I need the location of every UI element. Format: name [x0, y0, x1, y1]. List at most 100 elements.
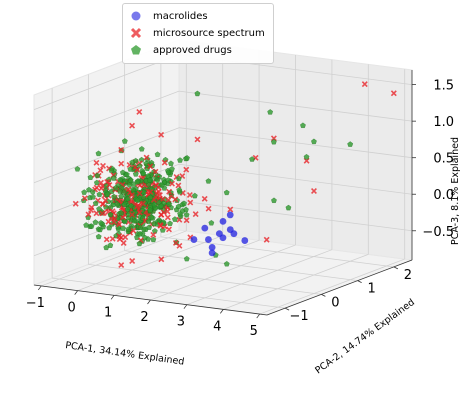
point-macrolides	[208, 249, 216, 257]
cloud-point-approved	[136, 163, 143, 169]
cloud-point-approved	[130, 186, 136, 193]
cloud-point-approved	[167, 220, 173, 226]
cloud-point-microsource	[134, 203, 140, 210]
cloud-point-approved	[176, 175, 182, 182]
cloud-point-approved	[88, 223, 95, 229]
legend-label: macrolides	[153, 10, 208, 22]
x-tick-mark	[256, 313, 261, 319]
cloud-point-approved	[132, 171, 139, 177]
z-tick-label: 1.5	[433, 79, 454, 94]
cloud-point-microsource	[166, 188, 173, 195]
point-approved-drugs	[125, 226, 132, 232]
point-macrolides	[219, 234, 227, 242]
cloud-point-microsource	[186, 192, 193, 198]
cloud-point-approved	[127, 166, 134, 172]
cloud-point-approved	[175, 203, 182, 210]
legend-marker-circle	[129, 9, 143, 23]
point-approved-drugs	[267, 109, 273, 115]
grid-line	[150, 244, 296, 301]
cloud-point-approved	[107, 211, 114, 218]
cloud-point-approved	[97, 226, 103, 233]
legend-label: approved drugs	[153, 44, 232, 56]
point-approved-drugs	[223, 189, 230, 196]
x-axis-label: PCA-1, 34.14% Explained	[65, 340, 185, 368]
grid-line	[259, 258, 405, 315]
point-microsource-spectrum	[129, 122, 136, 129]
point-microsource-spectrum	[118, 234, 125, 241]
point-microsource-spectrum	[194, 136, 201, 143]
cloud-point-approved	[181, 200, 187, 206]
cloud-point-approved	[111, 193, 117, 200]
point-microsource-spectrum	[270, 135, 277, 142]
point-microsource-spectrum	[129, 258, 136, 264]
cloud-point-microsource	[157, 222, 164, 229]
legend-item-microsource-spectrum: microsource spectrum	[129, 26, 265, 40]
point-microsource-spectrum	[172, 239, 179, 246]
point-microsource-spectrum	[161, 159, 168, 166]
z-tick-label: −0.5	[422, 225, 454, 240]
grid-line	[178, 90, 413, 122]
point-microsource-spectrum	[201, 195, 208, 202]
point-microsource-spectrum	[147, 163, 154, 170]
cloud-point-approved	[74, 166, 81, 172]
grid-line	[124, 250, 358, 282]
cloud-point-approved	[127, 177, 134, 183]
point-microsource-spectrum	[147, 189, 154, 195]
point-approved-drugs	[183, 211, 190, 218]
x-tick-label: 1	[104, 305, 112, 320]
cloud-point-microsource	[134, 166, 141, 173]
point-approved-drugs	[136, 240, 143, 247]
point-approved-drugs	[169, 166, 175, 172]
point-approved-drugs	[223, 261, 230, 267]
cloud-point-microsource	[175, 182, 182, 189]
grid-line	[186, 249, 333, 306]
point-approved-drugs	[92, 200, 99, 206]
cloud-point-microsource	[165, 197, 172, 204]
cloud-point-approved	[154, 151, 161, 157]
y-tick-label: 2	[404, 268, 412, 283]
cloud-point-microsource	[166, 226, 172, 233]
cloud-point-approved	[137, 224, 144, 230]
cloud-point-microsource	[172, 196, 179, 203]
cloud-point-approved	[98, 220, 104, 226]
cloud-point-microsource	[128, 192, 135, 199]
cloud-point-microsource	[118, 160, 125, 167]
y-axis-ticks: −1 0 1 2	[284, 266, 412, 324]
cloud-point-approved	[151, 201, 158, 208]
point-approved-drugs	[347, 141, 354, 147]
cloud-point-microsource	[136, 209, 143, 216]
point-microsource-spectrum	[100, 201, 106, 208]
point-approved-drugs	[194, 90, 201, 97]
cloud-point-approved	[124, 206, 131, 212]
point-macrolides	[201, 224, 209, 232]
cloud-point-approved	[95, 233, 102, 240]
cloud-point-approved	[140, 170, 147, 176]
cloud-point-microsource	[85, 211, 92, 218]
grid-line	[33, 90, 180, 147]
cloud-point-approved	[83, 222, 89, 228]
x-tick-mark	[110, 295, 115, 300]
point-approved-drugs	[154, 177, 161, 183]
y-axis-label: PCA-2, 14.74% Explained	[313, 297, 417, 376]
x-tick-mark	[219, 309, 224, 314]
point-approved-drugs	[147, 194, 154, 200]
z-tick-label: 0.5	[433, 152, 454, 167]
cloud-point-microsource	[98, 179, 104, 186]
x-tick-label: 5	[250, 324, 258, 339]
cloud-point-approved	[106, 224, 113, 231]
cloud-point-approved	[165, 177, 172, 183]
point-microsource-spectrum	[111, 219, 117, 226]
cloud-point-approved	[131, 218, 138, 224]
point-microsource-spectrum	[100, 162, 106, 169]
grid-line	[41, 230, 187, 287]
cloud-point-microsource	[106, 181, 113, 188]
grid-line	[77, 235, 223, 291]
legend-item-approved-drugs: approved drugs	[129, 43, 232, 57]
cloud-point-approved	[137, 230, 143, 237]
point-macrolides	[226, 211, 234, 219]
point-microsource-spectrum	[205, 205, 212, 212]
cloud-point-microsource	[93, 184, 100, 191]
cloud-point-microsource	[125, 186, 132, 193]
y-tick-mark	[357, 280, 362, 283]
x-tick-label: 3	[177, 315, 185, 330]
